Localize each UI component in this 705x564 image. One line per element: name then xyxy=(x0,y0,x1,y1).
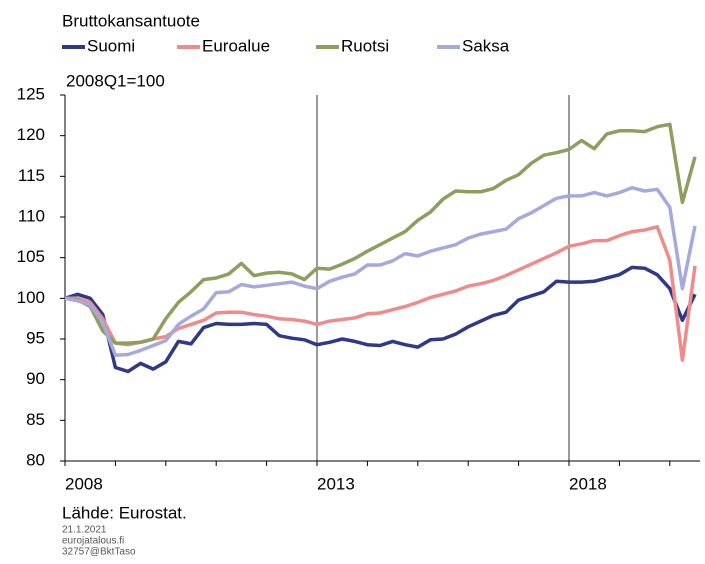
x-tick-label: 2013 xyxy=(317,474,355,493)
x-tick-label: 2018 xyxy=(569,474,607,493)
series-line xyxy=(64,122,697,345)
legend-label: Euroalue xyxy=(202,36,270,55)
y-tick-label: 100 xyxy=(17,288,45,307)
source: Lähde: Eurostat. xyxy=(62,503,187,522)
y-tick-label: 90 xyxy=(26,369,45,388)
x-tick-label: 2008 xyxy=(65,474,103,493)
series-line xyxy=(64,265,697,374)
y-tick-label: 80 xyxy=(26,450,45,469)
y-label: 2008Q1=100 xyxy=(66,71,165,90)
legend-label: Ruotsi xyxy=(341,36,389,55)
y-tick-label: 115 xyxy=(18,166,45,185)
footer: 32757@BktTaso xyxy=(62,547,136,558)
chart-title: Bruttokansantuote xyxy=(62,11,200,30)
y-tick-label: 110 xyxy=(18,206,45,225)
y-tick-label: 95 xyxy=(26,328,45,347)
y-tick-label: 120 xyxy=(17,125,45,144)
legend-label: Saksa xyxy=(462,36,510,55)
legend-label: Suomi xyxy=(87,36,135,55)
y-tick-label: 105 xyxy=(17,247,45,266)
series-line xyxy=(64,185,697,358)
y-tick-label: 125 xyxy=(17,84,45,103)
footer: eurojatalous.fi xyxy=(62,536,124,547)
footer: 21.1.2021 xyxy=(62,525,107,536)
series-line xyxy=(65,225,697,362)
y-tick-label: 85 xyxy=(26,410,45,429)
